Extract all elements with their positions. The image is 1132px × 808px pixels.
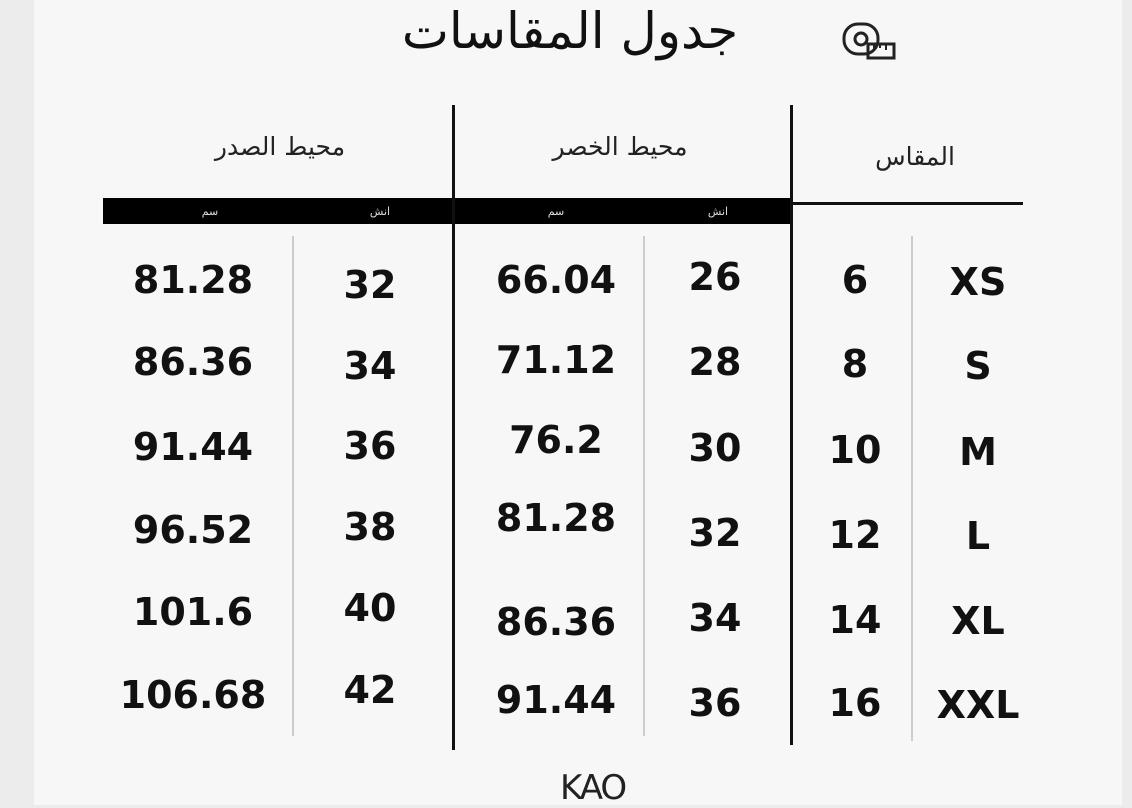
column-divider — [790, 105, 793, 745]
cell-size: XXL — [936, 683, 1020, 727]
sub-divider — [643, 236, 645, 736]
cell-size: XS — [949, 260, 1007, 304]
cell-size: M — [959, 430, 997, 474]
header-chest: محيط الصدر — [214, 132, 346, 161]
cell-size-num: 8 — [841, 342, 869, 386]
header-waist: محيط الخصر — [552, 132, 688, 161]
cell-waist-cm: 76.2 — [509, 418, 603, 462]
measuring-tape-icon — [842, 22, 896, 60]
cell-size-num: 14 — [828, 598, 882, 642]
divider — [791, 202, 1023, 205]
cell-size: L — [965, 514, 991, 558]
cell-size-num: 12 — [828, 513, 882, 557]
sub-divider — [911, 236, 913, 741]
header-size: المقاس — [875, 142, 955, 171]
unit-chest-cm: سم — [201, 205, 219, 218]
cell-size-num: 10 — [828, 428, 882, 472]
cell-size: XL — [951, 599, 1005, 643]
units-bar — [103, 198, 791, 224]
unit-waist-inch: انش — [707, 205, 729, 218]
cell-chest-cm: 91.44 — [132, 425, 254, 469]
cell-waist-cm: 86.36 — [495, 600, 617, 644]
cell-waist-in: 30 — [688, 426, 742, 470]
cell-chest-in: 32 — [343, 263, 397, 307]
cell-waist-in: 26 — [688, 255, 742, 299]
unit-waist-cm: سم — [547, 205, 565, 218]
cell-waist-in: 36 — [688, 681, 742, 725]
page-title: جدول المقاسات — [401, 2, 739, 60]
cell-size: S — [964, 344, 992, 388]
cell-size-num: 6 — [841, 258, 869, 302]
cell-chest-cm: 96.52 — [132, 508, 254, 552]
cell-chest-in: 38 — [343, 505, 397, 549]
cell-chest-in: 34 — [343, 344, 397, 388]
cell-chest-cm: 81.28 — [132, 258, 254, 302]
unit-chest-inch: انش — [369, 205, 391, 218]
brand-logo: KAO — [560, 768, 627, 808]
cell-chest-in: 40 — [343, 586, 397, 630]
cell-waist-in: 34 — [688, 596, 742, 640]
cell-chest-in: 36 — [343, 424, 397, 468]
cell-waist-cm: 91.44 — [495, 678, 617, 722]
cell-waist-cm: 81.28 — [495, 496, 617, 540]
column-divider — [452, 105, 455, 750]
sub-divider — [292, 236, 294, 736]
size-chart-card — [34, 0, 1122, 805]
cell-waist-cm: 66.04 — [495, 258, 617, 302]
cell-waist-in: 28 — [688, 340, 742, 384]
cell-chest-cm: 106.68 — [119, 673, 267, 717]
cell-waist-in: 32 — [688, 511, 742, 555]
cell-size-num: 16 — [828, 681, 882, 725]
cell-chest-cm: 101.6 — [132, 590, 254, 634]
cell-chest-cm: 86.36 — [132, 340, 254, 384]
cell-waist-cm: 71.12 — [495, 338, 617, 382]
cell-chest-in: 42 — [343, 668, 397, 712]
